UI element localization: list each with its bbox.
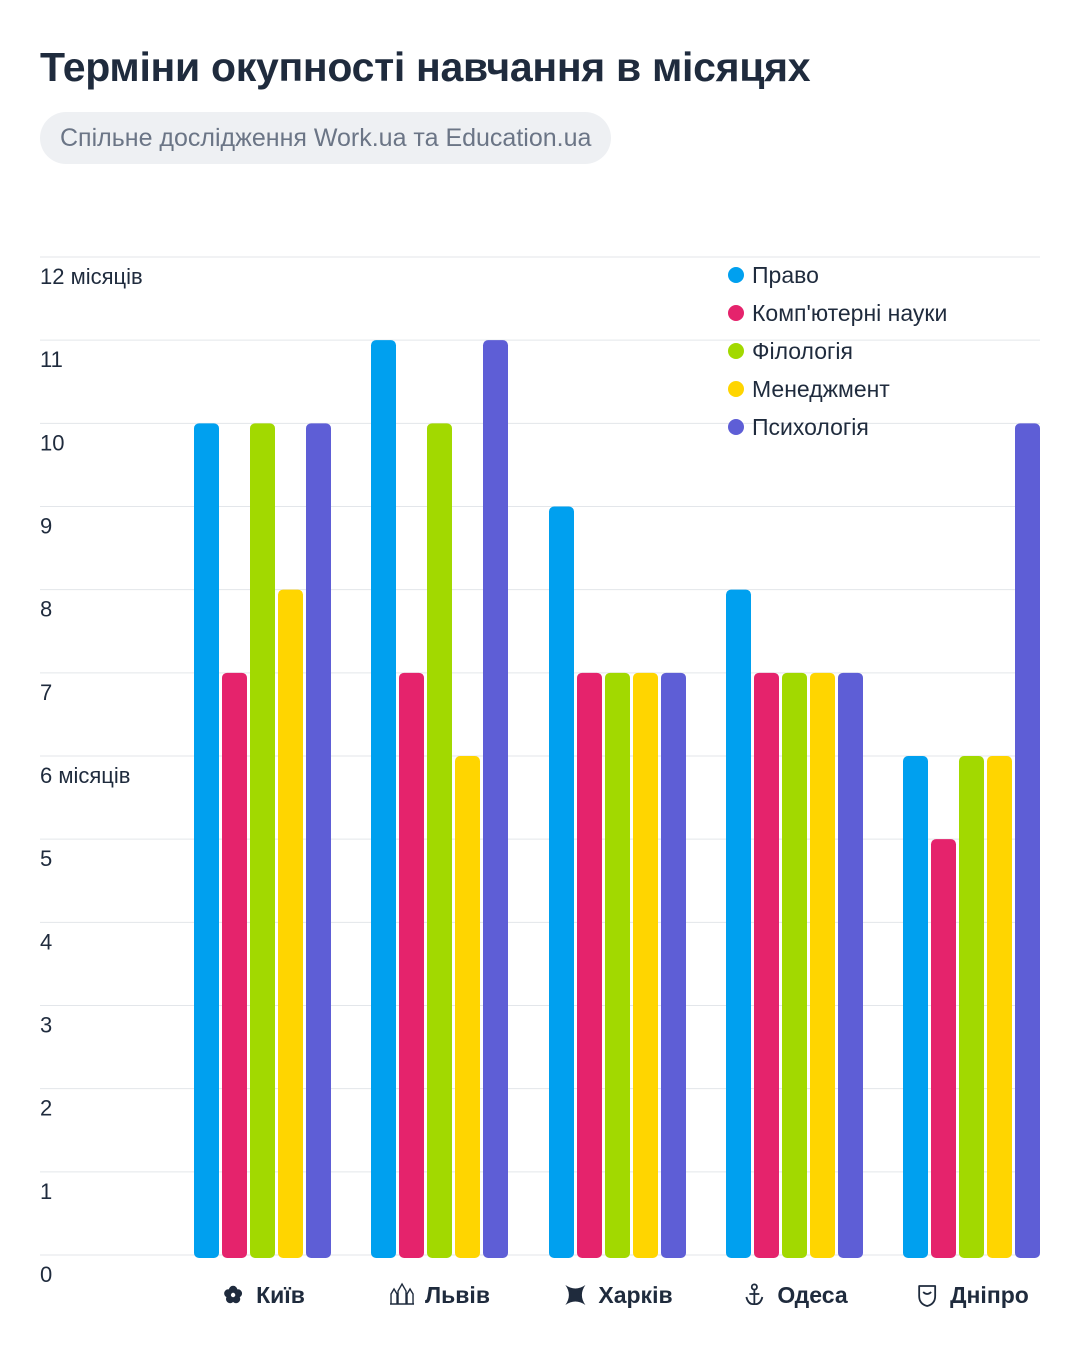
legend-label: Психологія bbox=[752, 414, 869, 440]
x-tick-label: Харків bbox=[598, 1282, 672, 1308]
x-label-group: Київ bbox=[224, 1282, 305, 1308]
kharkiv-icon bbox=[565, 1285, 586, 1305]
bar bbox=[577, 672, 602, 1258]
y-tick-label: 8 bbox=[40, 597, 52, 622]
y-tick-label: 7 bbox=[40, 680, 52, 705]
legend-label: Філологія bbox=[752, 338, 853, 364]
bar bbox=[483, 340, 508, 1259]
bar bbox=[278, 589, 303, 1258]
bar bbox=[959, 756, 984, 1258]
bar bbox=[250, 423, 275, 1258]
subtitle-badge: Спільне дослідження Work.ua та Education… bbox=[40, 112, 612, 164]
bar bbox=[661, 672, 686, 1258]
bar bbox=[399, 672, 424, 1258]
x-label-group: Дніпро bbox=[918, 1282, 1029, 1308]
bar bbox=[371, 340, 396, 1259]
y-tick-label: 11 bbox=[40, 347, 63, 372]
y-axis-ticks: 0 1 2 3 4 5 6 місяців 7 8 9 10 11 12 місяців bbox=[40, 264, 143, 1287]
y-tick-label: 5 bbox=[40, 846, 52, 871]
odesa-icon bbox=[745, 1283, 764, 1306]
legend-marker bbox=[728, 305, 744, 321]
legend-label: Менеджмент bbox=[752, 376, 890, 402]
y-tick-label: 3 bbox=[40, 1013, 52, 1038]
kyiv-icon bbox=[224, 1285, 243, 1304]
subtitle-text: Спільне дослідження Work.ua та Education… bbox=[60, 123, 592, 152]
y-tick-label: 9 bbox=[40, 514, 52, 539]
bar bbox=[726, 589, 751, 1258]
bar bbox=[810, 672, 835, 1258]
bar bbox=[903, 756, 928, 1258]
bar bbox=[633, 672, 658, 1258]
legend-label: Комп'ютерні науки bbox=[752, 300, 947, 326]
legend-marker bbox=[728, 419, 744, 435]
x-tick-label: Львів bbox=[425, 1282, 490, 1308]
bars bbox=[194, 340, 1040, 1259]
x-label-group: Харків bbox=[565, 1282, 673, 1308]
bar bbox=[931, 839, 956, 1258]
bar bbox=[549, 506, 574, 1258]
legend-marker bbox=[728, 343, 744, 359]
bar bbox=[306, 423, 331, 1258]
dnipro-icon bbox=[918, 1285, 937, 1307]
bar bbox=[1015, 423, 1040, 1258]
y-tick-label: 6 місяців bbox=[40, 763, 130, 788]
y-tick-label: 4 bbox=[40, 929, 52, 954]
chart-title: Терміни окупності навчання в місяцях bbox=[40, 44, 811, 90]
x-axis-labels: Київ Львів Харків Одеса Дніпро bbox=[224, 1282, 1029, 1308]
y-tick-label: 1 bbox=[40, 1179, 52, 1204]
bar bbox=[605, 672, 630, 1258]
x-tick-label: Київ bbox=[256, 1282, 305, 1308]
legend-label: Право bbox=[752, 262, 819, 288]
legend-marker bbox=[728, 267, 744, 283]
bar bbox=[987, 756, 1012, 1258]
y-tick-label: 0 bbox=[40, 1262, 52, 1287]
bar bbox=[455, 756, 480, 1258]
bar bbox=[754, 672, 779, 1258]
bar bbox=[427, 423, 452, 1258]
bar bbox=[782, 672, 807, 1258]
x-tick-label: Одеса bbox=[777, 1282, 847, 1308]
lviv-icon bbox=[390, 1282, 415, 1305]
legend: Право Комп'ютерні науки Філологія Менеджмен… bbox=[728, 262, 947, 440]
bar bbox=[222, 672, 247, 1258]
y-tick-label: 10 bbox=[40, 430, 64, 455]
bar bbox=[194, 423, 219, 1258]
x-label-group: Львів bbox=[390, 1282, 490, 1308]
bar bbox=[838, 672, 863, 1258]
y-tick-label: 12 місяців bbox=[40, 264, 143, 289]
grid-lines bbox=[40, 256, 1040, 1256]
x-label-group: Одеса bbox=[745, 1282, 848, 1308]
legend-marker bbox=[728, 381, 744, 397]
x-tick-label: Дніпро bbox=[950, 1282, 1029, 1308]
y-tick-label: 2 bbox=[40, 1096, 52, 1121]
